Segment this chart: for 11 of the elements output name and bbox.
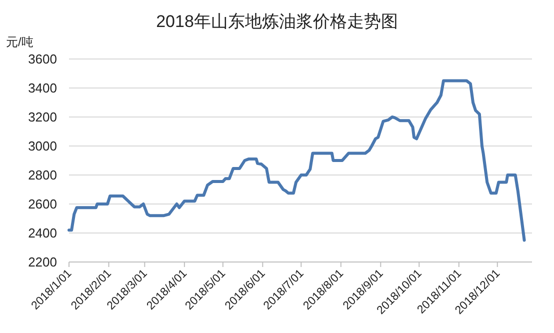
chart-title: 2018年山东地炼油浆价格走势图 [156,12,398,31]
line-series [68,79,526,242]
y-tick-label: 3600 [28,52,57,66]
y-tick-label: 2200 [28,254,57,270]
y-tick-label: 2800 [28,168,57,182]
y-tick-label: 3000 [28,138,57,154]
y-tick-label: 3200 [28,110,57,124]
y-tick-label: 3400 [28,80,57,96]
y-tick-label: 2600 [28,196,57,212]
y-axis-title: 元/吨 [6,35,34,49]
y-tick-label: 2400 [28,226,57,240]
